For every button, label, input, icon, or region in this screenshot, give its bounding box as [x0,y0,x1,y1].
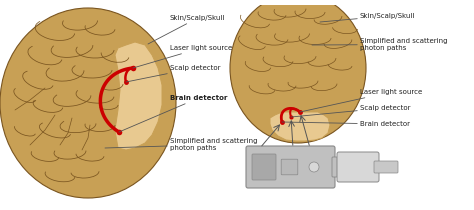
FancyBboxPatch shape [374,161,398,173]
Ellipse shape [230,0,366,143]
FancyBboxPatch shape [332,157,342,177]
Ellipse shape [0,8,176,198]
FancyBboxPatch shape [246,146,335,188]
Text: Brain detector: Brain detector [282,121,410,127]
Text: Scalp detector: Scalp detector [126,65,220,82]
Text: Skin/Scalp/Skull: Skin/Scalp/Skull [148,15,225,44]
Text: Scalp detector: Scalp detector [291,105,410,117]
Bar [0,205,235,210]
Text: Laser light source: Laser light source [300,89,422,112]
Polygon shape [270,112,330,141]
Text: Simplified and scattering
photon paths: Simplified and scattering photon paths [312,38,447,51]
Bar [470,0,474,210]
Text: Brain detector: Brain detector [119,95,228,132]
Text: Skin/Scalp/Skull: Skin/Scalp/Skull [320,13,415,22]
Text: Simplified and scattering
photon paths: Simplified and scattering photon paths [105,138,257,151]
FancyBboxPatch shape [337,152,379,182]
Circle shape [309,162,319,172]
FancyBboxPatch shape [281,159,298,175]
Bar [237,0,474,5]
Polygon shape [115,42,162,150]
FancyBboxPatch shape [252,154,276,180]
Text: Laser light source: Laser light source [133,45,232,68]
